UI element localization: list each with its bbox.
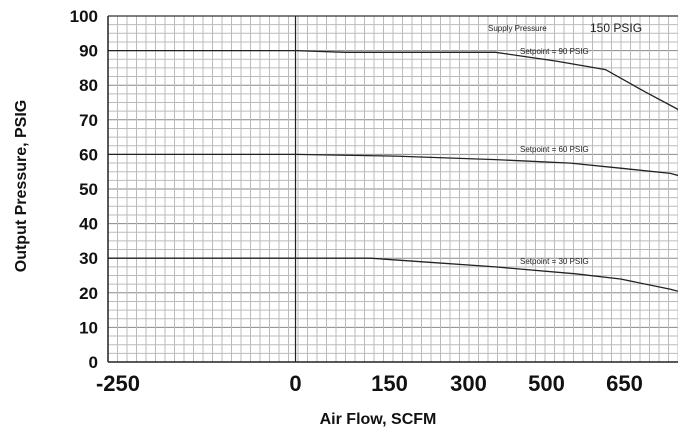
supply-pressure-label: Supply Pressure xyxy=(488,24,547,33)
series-label-2: Setpoint = 60 PSIG xyxy=(520,145,589,154)
series-label-3: Setpoint = 30 PSIG xyxy=(520,257,589,266)
y-tick-label: 50 xyxy=(79,180,98,199)
y-tick-label: 70 xyxy=(79,111,98,130)
chart-grid xyxy=(107,15,678,363)
y-tick-label: 60 xyxy=(79,145,98,164)
x-tick-label: 300 xyxy=(450,371,487,396)
y-tick-label: 90 xyxy=(79,42,98,61)
chart-axes xyxy=(107,15,678,363)
y-tick-label: 40 xyxy=(79,215,98,234)
chart-series-lines xyxy=(108,49,678,292)
supply-pressure-value: 150 PSIG xyxy=(590,21,642,35)
x-tick-label: 650 xyxy=(606,371,643,396)
x-tick-label: 150 xyxy=(371,371,408,396)
series-line-2 xyxy=(108,153,678,177)
series-line-1 xyxy=(108,49,678,112)
series-line-3 xyxy=(108,257,678,292)
x-tick-labels: -250 0 150 300 500 650 xyxy=(96,371,643,396)
y-tick-label: 30 xyxy=(79,249,98,268)
y-tick-labels: 0 10 20 30 40 50 60 70 80 90 100 xyxy=(70,7,98,372)
series-label-1: Setpoint = 90 PSIG xyxy=(520,47,589,56)
y-tick-label: 20 xyxy=(79,284,98,303)
y-axis-label: Output Pressure, PSIG xyxy=(13,100,30,272)
y-tick-label: 0 xyxy=(89,353,98,372)
x-tick-label: 0 xyxy=(289,371,301,396)
chart-annotations: Supply Pressure 150 PSIG Setpoint = 90 P… xyxy=(488,21,642,266)
y-tick-label: 100 xyxy=(70,7,98,26)
x-tick-label: 500 xyxy=(528,371,565,396)
x-tick-label: -250 xyxy=(96,371,140,396)
x-axis-label: Air Flow, SCFM xyxy=(320,411,437,428)
y-tick-label: 10 xyxy=(79,318,98,337)
y-tick-label: 80 xyxy=(79,76,98,95)
